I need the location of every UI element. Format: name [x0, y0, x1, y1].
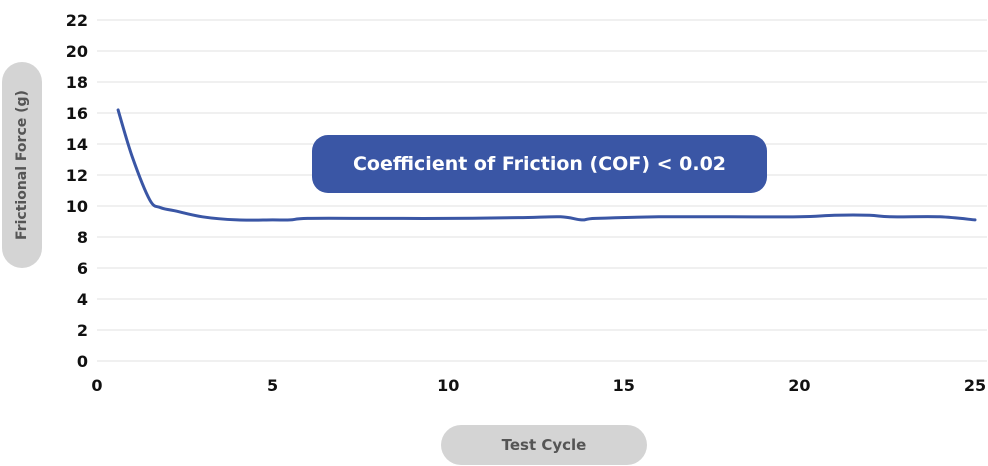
y-tick-label: 10 [66, 197, 88, 216]
cof-annotation-box: Coefficient of Friction (COF) < 0.02 [312, 135, 767, 193]
x-tick-label: 0 [91, 376, 102, 395]
y-tick-label: 12 [66, 166, 88, 185]
y-tick-label: 14 [66, 135, 88, 154]
y-tick-label: 20 [66, 42, 88, 61]
x-axis-label-pill: Test Cycle [441, 425, 647, 465]
x-tick-labels: 0 5 10 15 20 25 [91, 376, 986, 395]
x-tick-label: 25 [964, 376, 986, 395]
y-tick-label: 22 [66, 11, 88, 30]
y-tick-label: 18 [66, 73, 88, 92]
y-tick-labels: 0 2 4 6 8 10 12 14 16 18 20 22 [66, 11, 88, 371]
y-tick-label: 8 [77, 228, 88, 247]
cof-annotation-text: Coefficient of Friction (COF) < 0.02 [352, 153, 727, 175]
x-tick-label: 5 [267, 376, 278, 395]
y-tick-label: 16 [66, 104, 88, 123]
y-tick-label: 4 [77, 290, 88, 309]
y-axis-label: Frictional Force (g) [14, 90, 30, 240]
y-tick-label: 6 [77, 259, 88, 278]
y-tick-label: 0 [77, 352, 88, 371]
x-tick-label: 10 [437, 376, 459, 395]
series-line [116, 108, 977, 222]
gridlines [97, 19, 987, 362]
y-axis-label-pill [2, 62, 42, 268]
x-tick-label: 15 [613, 376, 635, 395]
y-tick-label: 2 [77, 321, 88, 340]
x-tick-label: 20 [788, 376, 810, 395]
x-axis-label: Test Cycle [501, 436, 587, 454]
